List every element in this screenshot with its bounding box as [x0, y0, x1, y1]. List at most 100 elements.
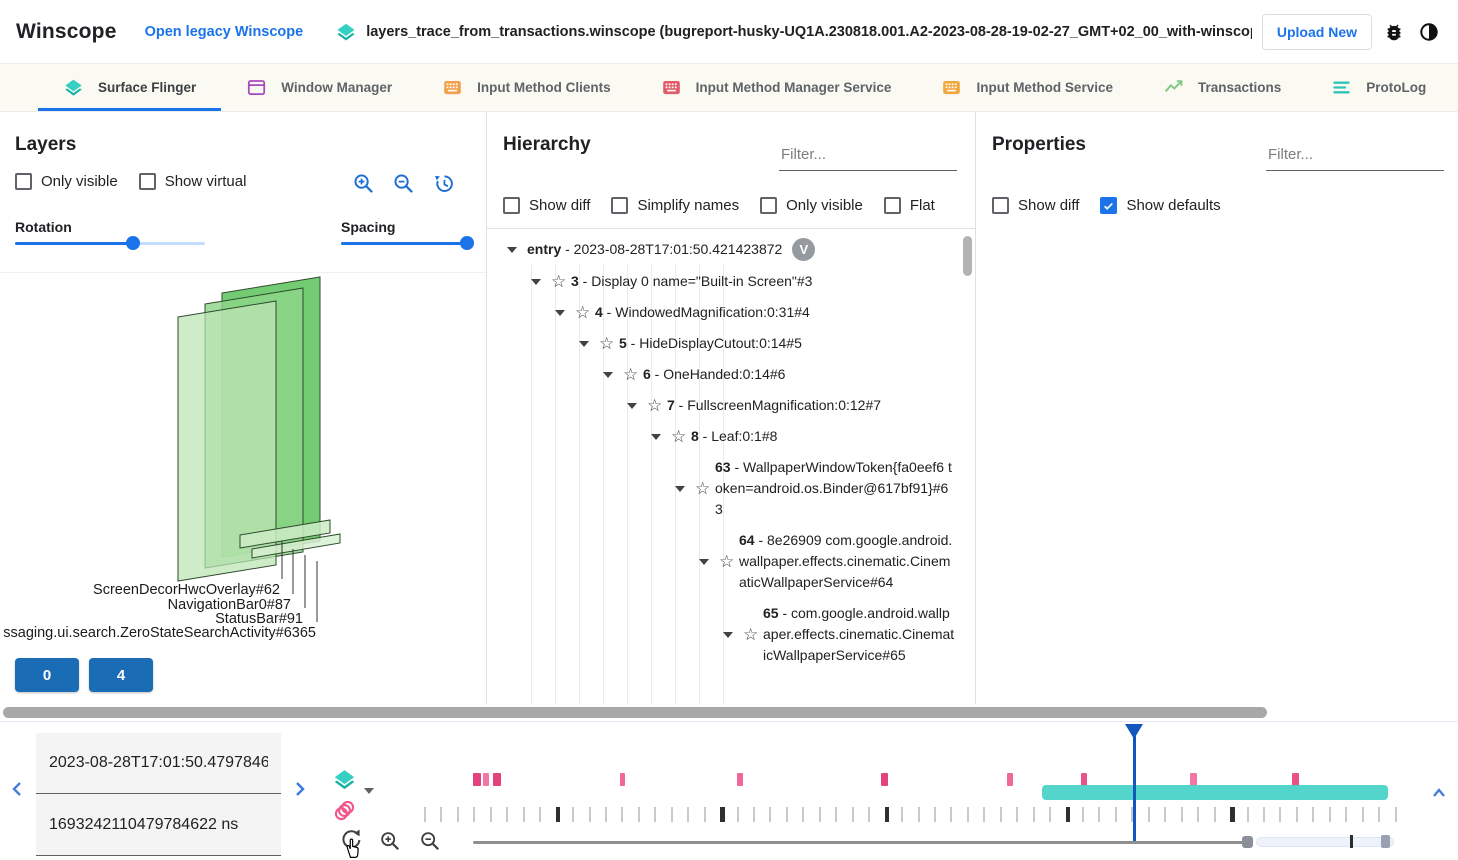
unchecked-box-icon — [883, 197, 901, 214]
star-icon[interactable]: ☆ — [623, 364, 639, 384]
tab-transactions[interactable]: Transactions — [1138, 64, 1306, 111]
ruler-tick — [1065, 807, 1071, 822]
collapse-timeline-icon[interactable] — [1431, 784, 1447, 802]
trace-toggle-layers[interactable] — [331, 766, 358, 793]
checkbox-label: Simplify names — [637, 197, 740, 214]
star-icon[interactable]: ☆ — [551, 271, 567, 291]
hierarchy-scrollbar-thumb[interactable] — [963, 236, 972, 276]
layers-3d-view[interactable]: ScreenDecorHwcOverlay#62 NavigationBar0#8… — [0, 272, 486, 650]
checkbox-only-visible[interactable]: Only visible — [15, 173, 118, 190]
tree-row[interactable]: ☆ 6 - OneHanded:0:14#6 — [487, 359, 961, 390]
loaded-trace-chip: layers_trace_from_transactions.winscope … — [335, 21, 1252, 43]
timeline-ruler[interactable] — [420, 722, 1397, 860]
star-icon[interactable]: ☆ — [647, 395, 663, 415]
content-scrollbar-thumb[interactable] — [3, 707, 1267, 718]
next-entry-icon[interactable] — [292, 780, 308, 798]
timeline-trace-icons — [331, 766, 358, 824]
hierarchy-filter-input[interactable] — [779, 142, 957, 171]
rotation-slider-thumb[interactable] — [125, 236, 140, 250]
checkbox-simplify-names[interactable]: Simplify names — [611, 197, 739, 214]
selection-bar — [1042, 785, 1388, 800]
window-icon — [246, 77, 267, 98]
spacing-slider[interactable] — [341, 236, 474, 250]
tree-row[interactable]: ☆ 8 - Leaf:0:1#8 — [487, 421, 961, 452]
tab-surface-flinger[interactable]: Surface Flinger — [38, 64, 222, 111]
chevron-down-icon[interactable] — [555, 309, 565, 316]
star-icon[interactable]: ☆ — [599, 333, 615, 353]
nanoseconds-time-input[interactable] — [36, 815, 281, 834]
tab-input-method-clients[interactable]: Input Method Clients — [417, 64, 635, 111]
trace-toggle-transitions[interactable] — [331, 797, 358, 824]
checkbox-label: Show defaults — [1126, 197, 1221, 214]
tree-row[interactable]: ☆ 3 - Display 0 name="Built-in Screen"#3 — [487, 266, 961, 297]
chevron-down-icon[interactable] — [627, 402, 637, 409]
tab-window-manager[interactable]: Window Manager — [221, 64, 417, 111]
tree-row[interactable]: ☆ 65 - com.google.android.wallpaper.effec… — [487, 598, 961, 671]
tab-protolog[interactable]: ProtoLog — [1306, 64, 1451, 111]
tab-bar: Surface Flinger Window Manager Input Metho… — [0, 64, 1458, 112]
tab-input-method-manager-service[interactable]: Input Method Manager Service — [636, 64, 917, 111]
tab-input-method-service[interactable]: Input Method Service — [916, 64, 1138, 111]
reset-zoom-icon[interactable] — [339, 828, 363, 852]
chevron-down-icon[interactable] — [531, 278, 541, 285]
tree-row[interactable]: entry - 2023-08-28T17:01:50.421423872 V — [487, 233, 961, 266]
star-icon[interactable]: ☆ — [671, 426, 687, 446]
rotation-slider[interactable] — [15, 236, 205, 250]
zoom-out-icon[interactable] — [392, 172, 415, 195]
timeline-zoom-in-icon[interactable] — [379, 830, 401, 852]
upload-new-button[interactable]: Upload New — [1261, 13, 1372, 50]
star-icon[interactable]: ☆ — [575, 302, 591, 322]
tree-row[interactable]: ☆ 7 - FullscreenMagnification:0:12#7 — [487, 390, 961, 421]
checkbox-show-virtual[interactable]: Show virtual — [138, 173, 246, 190]
report-bug-icon[interactable] — [1381, 19, 1407, 45]
chevron-down-icon[interactable] — [603, 371, 613, 378]
timeline-minimap-handle[interactable] — [1381, 835, 1390, 848]
chevron-down-icon[interactable] — [651, 433, 661, 440]
dark-mode-toggle-icon[interactable] — [1416, 19, 1442, 45]
previous-entry-icon[interactable] — [9, 780, 25, 798]
chevron-down-icon[interactable] — [579, 340, 589, 347]
timeline-minimap-track[interactable] — [1256, 837, 1394, 847]
star-icon[interactable]: ☆ — [743, 624, 759, 644]
tree-row[interactable]: ☆ 64 - 8e26909 com.google.android.wallpap… — [487, 525, 961, 598]
checkbox-show-diff[interactable]: Show diff — [503, 197, 590, 214]
human-time-input[interactable] — [36, 754, 281, 772]
timeline-zoom-out-icon[interactable] — [419, 830, 441, 852]
chevron-down-icon[interactable] — [675, 485, 685, 492]
layers-icon — [335, 21, 357, 43]
tree-row[interactable]: ☆ 4 - WindowedMagnification:0:31#4 — [487, 297, 961, 328]
layer-label: ScreenDecorHwcOverlay#62 — [93, 582, 280, 598]
chevron-down-icon[interactable] — [723, 631, 733, 638]
ruler-tick — [489, 807, 492, 822]
trace-event-marker — [1190, 773, 1197, 786]
spacing-slider-thumb[interactable] — [460, 236, 474, 250]
tab-transitions[interactable]: Transitions — [1451, 64, 1458, 111]
star-icon[interactable]: ☆ — [695, 478, 711, 498]
ruler-tick — [1394, 807, 1397, 822]
transitions-icon — [332, 798, 357, 823]
display-button-4[interactable]: 4 — [89, 658, 153, 692]
chevron-down-icon[interactable] — [507, 246, 517, 253]
ruler-tick — [1295, 807, 1298, 822]
checkbox-show-diff[interactable]: Show diff — [992, 197, 1079, 214]
ruler-tick — [440, 807, 443, 822]
timeline-range-handle[interactable] — [1242, 836, 1253, 848]
checkbox-only-visible[interactable]: Only visible — [760, 197, 863, 214]
ruler-tick — [933, 807, 936, 822]
checkbox-flat[interactable]: Flat — [883, 197, 935, 214]
display-button-0[interactable]: 0 — [15, 658, 79, 692]
trace-selector-caret-icon[interactable] — [364, 788, 374, 794]
ruler-tick — [1345, 807, 1348, 822]
chevron-down-icon[interactable] — [699, 558, 709, 565]
checkbox-show-defaults[interactable]: Show defaults — [1100, 197, 1221, 214]
tree-row[interactable]: ☆ 63 - WallpaperWindowToken{fa0eef6 token… — [487, 452, 961, 525]
checkbox-label: Show diff — [1018, 197, 1080, 214]
tree-row[interactable]: ☆ 5 - HideDisplayCutout:0:14#5 — [487, 328, 961, 359]
ruler-tick — [473, 807, 476, 822]
properties-filter-input[interactable] — [1266, 142, 1444, 171]
reset-view-icon[interactable] — [432, 172, 455, 195]
open-legacy-winscope-link[interactable]: Open legacy Winscope — [144, 23, 304, 40]
star-icon[interactable]: ☆ — [719, 551, 735, 571]
ruler-tick — [670, 807, 673, 822]
zoom-in-icon[interactable] — [352, 172, 375, 195]
